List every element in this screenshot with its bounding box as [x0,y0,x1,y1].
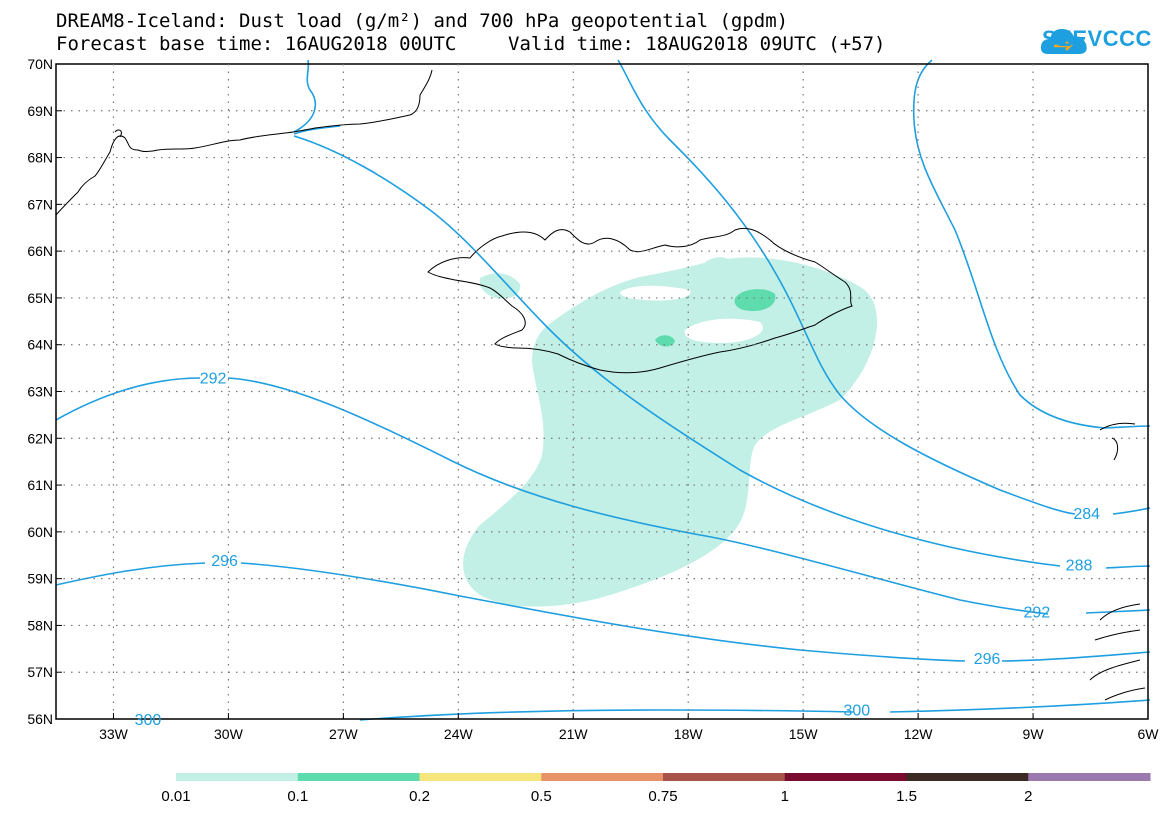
contour-label: 296 [974,651,1001,668]
dust-gap-center [684,318,763,343]
colorbar-segment [297,773,420,781]
lat-tick-label: 61N [27,477,53,493]
contour-label: 292 [1024,604,1051,621]
colorbar-segment [906,773,1029,781]
scotland-coast [1089,603,1146,701]
geopotential-contours [55,59,1151,721]
logo-text: SEEVCCC [1042,26,1152,51]
contour-labels: 292 296 300 284 288 292 296 300 [135,370,1101,729]
colorbar-label: 0.5 [531,788,552,805]
lon-tick-label: 12W [904,726,934,742]
lon-tick-label: 21W [559,726,589,742]
lat-tick-label: 66N [27,243,53,259]
dust-gap-north [620,285,691,301]
colorbar-label: 0.01 [161,788,190,805]
cloud-logo-icon [1040,29,1087,54]
lat-tick-label: 63N [27,384,53,400]
colorbar-label: 1 [781,788,789,805]
contour-296 [55,562,1151,662]
contour-label: 300 [843,703,870,720]
dust-area-light [463,257,878,607]
dust-area-medium-1 [734,289,776,312]
dust-area-light-west [479,273,521,299]
colorbar-label: 0.75 [648,788,677,805]
lat-tick-label: 68N [27,150,53,166]
faroe-coast [1099,422,1136,461]
colorbar-label: 0.1 [287,788,308,805]
colorbar: 0.01 0.1 0.2 0.5 0.75 1 1.5 2 [161,773,1151,805]
lat-tick-label: 64N [27,337,53,353]
colorbar-segment [419,773,542,781]
lat-tick-label: 70N [27,56,53,72]
lon-tick-label: 30W [214,726,244,742]
iceland-coast [427,227,853,374]
dust-area-light-north [705,257,734,271]
lat-tick-label: 56N [27,711,53,727]
contour-label: 300 [135,712,162,729]
lat-tick-label: 65N [27,290,53,306]
lat-tick-label: 69N [27,103,53,119]
lon-tick-label: 15W [789,726,819,742]
lat-tick-label: 62N [27,430,53,446]
colorbar-segment [1028,773,1151,781]
lat-tick-label: 57N [27,664,53,680]
lon-tick-label: 33W [99,726,129,742]
forecast-base-time: Forecast base time: 16AUG2018 00UTC [56,33,457,55]
contour-300 [359,699,1151,721]
contour-280 [912,59,1151,429]
contour-292-west [55,377,1151,615]
coastlines [55,69,1146,701]
colorbar-label: 1.5 [896,788,917,805]
lon-tick-label: 6W [1138,726,1160,742]
valid-time: Valid time: 18AUG2018 09UTC (+57) [508,33,886,55]
lat-tick-label: 58N [27,617,53,633]
lon-tick-label: 27W [329,726,359,742]
chart-title: DREAM8-Iceland: Dust load (g/m²) and 700… [56,10,789,32]
contour-label: 296 [211,553,238,570]
colorbar-label: 0.2 [409,788,430,805]
colorbar-label: 2 [1024,788,1032,805]
lat-tick-label: 67N [27,196,53,212]
contour-label: 284 [1073,506,1100,523]
dust-area-medium-2 [655,335,675,347]
lon-tick-label: 24W [444,726,474,742]
colorbar-segment [176,773,299,781]
lon-tick-label: 18W [674,726,704,742]
colorbar-segment [784,773,907,781]
colorbar-segment [663,773,786,781]
dust-load-field [463,257,878,607]
graticule: 33W 30W 27W 24W 21W 18W 15W 12W 9W 6W 56N 57N 58N 59N… [27,56,1159,742]
greenland-coast [55,69,433,216]
lat-tick-label: 60N [27,524,53,540]
contour-308-stub [293,125,341,135]
lat-tick-label: 59N [27,571,53,587]
lon-tick-label: 9W [1023,726,1045,742]
contour-label: 292 [200,370,227,387]
contour-label: 288 [1066,558,1093,575]
colorbar-segment [541,773,664,781]
